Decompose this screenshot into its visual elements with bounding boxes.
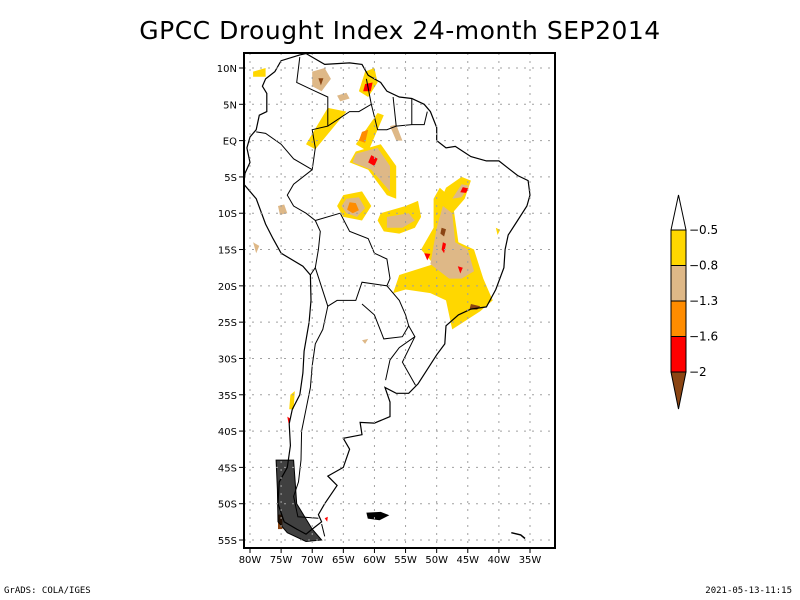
y-tick-label: 55S bbox=[218, 536, 237, 547]
border-line-10 bbox=[401, 336, 416, 386]
drought-region-rondonia-core bbox=[347, 202, 359, 214]
colorbar-level-label: −0.8 bbox=[689, 259, 718, 273]
colorbar-segment-3 bbox=[670, 300, 687, 337]
coastlines bbox=[243, 52, 531, 543]
x-tick-label: 35W bbox=[519, 555, 542, 566]
border-line-6 bbox=[314, 212, 391, 307]
colorbar-level-label: −2 bbox=[689, 365, 707, 379]
y-tick-label: 40S bbox=[218, 427, 237, 438]
y-tick-label: 10N bbox=[217, 64, 237, 75]
y-tick-label: 10S bbox=[218, 209, 237, 220]
x-tick-label: 65W bbox=[332, 555, 355, 566]
border-line-0 bbox=[256, 57, 329, 171]
south-georgia bbox=[511, 531, 526, 540]
drought-region-chile-central-core bbox=[287, 416, 291, 424]
drought-region-chile-central bbox=[289, 391, 295, 410]
plot-frame bbox=[243, 52, 556, 549]
drought-region-roraima-core bbox=[358, 129, 369, 143]
footer-timestamp: 2021-05-13-11:15 bbox=[705, 586, 792, 596]
drought-region-minas-core bbox=[457, 266, 463, 274]
border-line-1 bbox=[327, 78, 372, 127]
drought-region-venezuela-central bbox=[337, 92, 350, 102]
drought-region-argentina-north bbox=[362, 338, 369, 344]
x-tick-label: 80W bbox=[239, 555, 262, 566]
y-tick-label: 20S bbox=[218, 282, 237, 293]
colorbar-level-label: −0.5 bbox=[689, 223, 718, 237]
border-line-11 bbox=[321, 523, 326, 537]
x-tick-label: 40W bbox=[488, 555, 511, 566]
drought-region-goias-core-3 bbox=[424, 253, 431, 261]
border-line-8 bbox=[293, 306, 329, 519]
drought-region-amazonas-north-core bbox=[368, 155, 378, 166]
colorbar-level-label: −1.6 bbox=[689, 330, 718, 344]
footer-credit: GrADS: COLA/IGES bbox=[4, 586, 91, 596]
colorbar: −0.5 −0.8 −1.3 −1.6 −2 bbox=[670, 194, 718, 410]
chile-fjords bbox=[275, 459, 323, 543]
drought-region-guyana-south bbox=[390, 124, 403, 141]
drought-region-patagonia-east bbox=[324, 516, 328, 522]
x-tick-label: 75W bbox=[270, 555, 293, 566]
drought-region-goias-core-2 bbox=[441, 242, 446, 254]
drought-region-amazonas-north-mid bbox=[352, 147, 390, 192]
x-tick-label: 50W bbox=[425, 555, 448, 566]
border-line-3 bbox=[392, 96, 397, 127]
colorbar-segment-1 bbox=[670, 229, 687, 266]
drought-region-paraguay-coast bbox=[253, 242, 260, 254]
x-tick-label: 55W bbox=[394, 555, 417, 566]
border-line-5 bbox=[286, 169, 321, 276]
y-tick-label: 45S bbox=[218, 463, 237, 474]
y-tick-label: 50S bbox=[218, 500, 237, 511]
border-line-9 bbox=[385, 325, 416, 381]
chart-title: GPCC Drought Index 24-month SEP2014 bbox=[139, 16, 661, 45]
drought-region-goias-mid bbox=[430, 206, 474, 279]
drought-region-espirito-santo bbox=[495, 227, 501, 235]
x-axis: 80W 75W 70W 65W 60W 55W 50W 45W 40W 35W bbox=[239, 548, 542, 566]
y-axis: 10N 5N EQ 5S 10S 15S 20S 25S 30S 35S 40S 45S 50S 55S bbox=[217, 64, 244, 547]
colorbar-top-arrow bbox=[670, 194, 687, 231]
falkland-islands bbox=[366, 511, 390, 521]
drought-region-venezuela-west-core bbox=[318, 78, 324, 86]
drought-region-maranhao-core bbox=[460, 187, 469, 193]
x-tick-label: 70W bbox=[301, 555, 324, 566]
drought-region-venezuela-east bbox=[358, 68, 378, 97]
drought-region-caribbean-colombia bbox=[253, 68, 266, 77]
y-tick-label: 35S bbox=[218, 391, 237, 402]
colorbar-segment-2 bbox=[670, 265, 687, 302]
y-tick-label: 5N bbox=[223, 100, 237, 111]
y-tick-label: EQ bbox=[223, 137, 237, 148]
colorbar-level-label: −1.3 bbox=[689, 294, 718, 308]
colorbar-bottom-arrow bbox=[670, 371, 687, 410]
drought-region-bolivia-north bbox=[278, 204, 288, 215]
drought-region-goias-core-1 bbox=[440, 227, 446, 237]
y-tick-label: 30S bbox=[218, 354, 237, 365]
x-tick-label: 60W bbox=[363, 555, 386, 566]
x-tick-label: 45W bbox=[456, 555, 479, 566]
border-line-7 bbox=[361, 285, 410, 340]
drought-region-mato-grosso-mid bbox=[386, 213, 415, 228]
drought-region-colombia-strip bbox=[306, 107, 347, 150]
y-tick-label: 5S bbox=[224, 173, 237, 184]
colorbar-segment-4 bbox=[670, 336, 687, 373]
y-tick-label: 25S bbox=[218, 318, 237, 329]
y-tick-label: 15S bbox=[218, 246, 237, 257]
